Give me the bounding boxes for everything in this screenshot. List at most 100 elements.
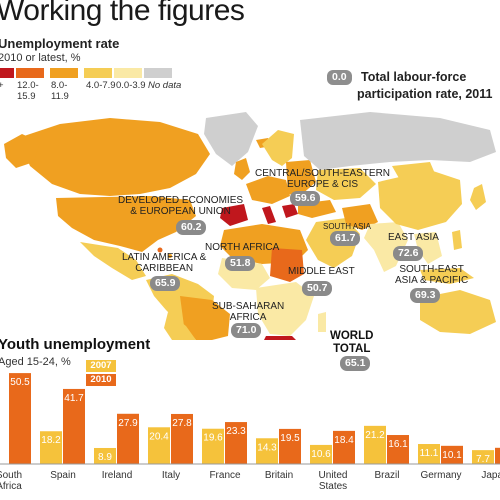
- region-developed: DEVELOPED ECONOMIES & EUROPEAN UNION: [118, 195, 243, 217]
- country-label-italy: Italy: [146, 470, 196, 481]
- bar-value-label: 23.3: [226, 426, 246, 437]
- year-2007-label: 2007: [86, 360, 116, 372]
- australia-shape: [420, 290, 496, 334]
- scandinavia-shape: [262, 130, 294, 166]
- region-se-asia-name1: SOUTH-EAST: [399, 264, 464, 275]
- indonesia-shape: [420, 268, 474, 284]
- central-africa-shape: [256, 282, 314, 336]
- legend-label-no-data-text: No data: [148, 80, 182, 91]
- bar-value-label: 19.5: [280, 433, 300, 444]
- bar-2010-japan: [495, 447, 500, 464]
- country-label-line: Britain: [264, 470, 294, 481]
- legend-swatch-8-12: [50, 68, 78, 78]
- country-label-line: Africa: [0, 481, 22, 492]
- eastern-europe-shape: [286, 160, 316, 196]
- region-cee: CENTRAL/SOUTH-EASTERN EUROPE & CIS: [255, 168, 390, 190]
- country-label-line: France: [209, 470, 241, 481]
- bar-2010-brazil: [387, 435, 409, 464]
- country-label-germany: Germany: [416, 470, 466, 481]
- bar-value-label: 7.7: [476, 454, 490, 465]
- bar-value-label: 27.8: [172, 418, 192, 429]
- country-label-line: South: [0, 470, 23, 481]
- southern-cone-shape: [164, 312, 196, 340]
- bar-2010-britain: [279, 428, 301, 464]
- country-label-britain: Britain: [254, 470, 304, 481]
- caribbean-island: [168, 254, 172, 258]
- china-shape: [378, 170, 462, 230]
- participation-key-pill: 0.0: [327, 70, 352, 85]
- bar-2007-france: [202, 428, 224, 464]
- legend-label-highest: +: [0, 80, 4, 91]
- participation-key-line1: Total labour-force: [361, 70, 467, 84]
- country-label-spain: Spain: [38, 470, 88, 481]
- region-world: WORLD TOTAL: [330, 330, 373, 356]
- year-2010-label: 2010: [86, 374, 116, 386]
- country-label-japan: Japan: [470, 470, 500, 481]
- greenland-shape: [204, 112, 258, 166]
- bar-value-label: 27.9: [118, 418, 138, 429]
- country-label-line: Spain: [50, 470, 76, 481]
- uk-shape: [234, 158, 250, 180]
- country-label-ireland: Ireland: [92, 470, 142, 481]
- region-north-africa-name1: NORTH AFRICA: [205, 242, 280, 253]
- region-ssa-name1: SUB-SAHARAN: [212, 301, 285, 312]
- bar-value-label: 10.6: [311, 449, 331, 460]
- region-south-asia-value: 61.7: [330, 231, 361, 246]
- bar-value-label: 41.7: [64, 393, 84, 404]
- bar-2007-britain: [256, 438, 278, 464]
- bar-2010-italy: [171, 413, 193, 464]
- bar-2007-italy: [148, 427, 170, 464]
- sudan-shape: [270, 248, 304, 282]
- region-world-value: 65.1: [340, 356, 371, 371]
- bar-2007-brazil: [364, 425, 386, 464]
- spain-shape: [220, 204, 248, 226]
- region-east-asia-name1: EAST ASIA: [388, 232, 439, 243]
- country-label-france: France: [200, 470, 250, 481]
- region-ssa: SUB-SAHARAN AFRICA: [212, 301, 284, 323]
- participation-key-line2: participation rate, 2011: [357, 87, 493, 101]
- region-developed-name2: & EUROPEAN UNION: [130, 206, 231, 217]
- alaska-shape: [4, 134, 40, 168]
- unemployment-subtitle: 2010 or latest, %: [0, 52, 81, 64]
- mongolia-shape: [392, 162, 436, 180]
- bar-value-label: 50.5: [10, 377, 30, 388]
- country-label-line: Japan: [481, 470, 500, 481]
- legend-label-0-4: 0.0-3.9: [116, 80, 146, 91]
- country-label-line: Italy: [161, 470, 181, 481]
- legend-swatch-4-8: [84, 68, 112, 78]
- mexico-shape: [80, 242, 146, 280]
- region-middle-east-name1: MIDDLE EAST: [288, 266, 355, 277]
- region-latam-value: 65.9: [150, 276, 181, 291]
- bar-2010-germany: [441, 445, 463, 464]
- unemployment-title: Unemployment rate: [0, 36, 120, 51]
- bar-2007-spain: [40, 431, 62, 464]
- bar-value-label: 18.2: [41, 435, 61, 446]
- country-label-line: Germany: [420, 470, 462, 481]
- bar-value-label: 21.2: [365, 430, 385, 441]
- legend-label-no-data: No data: [148, 80, 182, 91]
- madagascar-shape: [318, 312, 326, 332]
- central-asia-shape: [316, 168, 376, 200]
- italy-shape: [262, 206, 276, 224]
- caribbean-island: [157, 247, 163, 253]
- russia-shape: [300, 112, 496, 170]
- region-east-asia: EAST ASIA: [388, 232, 439, 243]
- region-ssa-name2: AFRICA: [229, 312, 267, 323]
- region-south-asia: SOUTH ASIA: [323, 221, 371, 232]
- bar-value-label: 10.1: [442, 450, 462, 461]
- balkans-shape: [282, 204, 298, 218]
- bar-2010-united-states: [333, 430, 355, 464]
- bar-2010-south-africa: [9, 373, 31, 464]
- region-north-africa: NORTH AFRICA: [205, 242, 279, 253]
- region-north-africa-value: 51.8: [225, 256, 256, 271]
- bar-2010-france: [225, 422, 247, 464]
- region-world-name1: WORLD: [330, 330, 374, 342]
- bar-value-label: 14.3: [257, 442, 277, 453]
- bar-2007-ireland: [94, 447, 116, 464]
- region-middle-east-value: 50.7: [302, 281, 333, 296]
- region-cee-name1: CENTRAL/SOUTH-EASTERN: [255, 168, 391, 179]
- page-title: Working the figures: [0, 0, 245, 27]
- bar-value-label: 18.4: [334, 435, 354, 446]
- bar-2010-ireland: [117, 413, 139, 464]
- legend-swatch-no-data: [144, 68, 172, 78]
